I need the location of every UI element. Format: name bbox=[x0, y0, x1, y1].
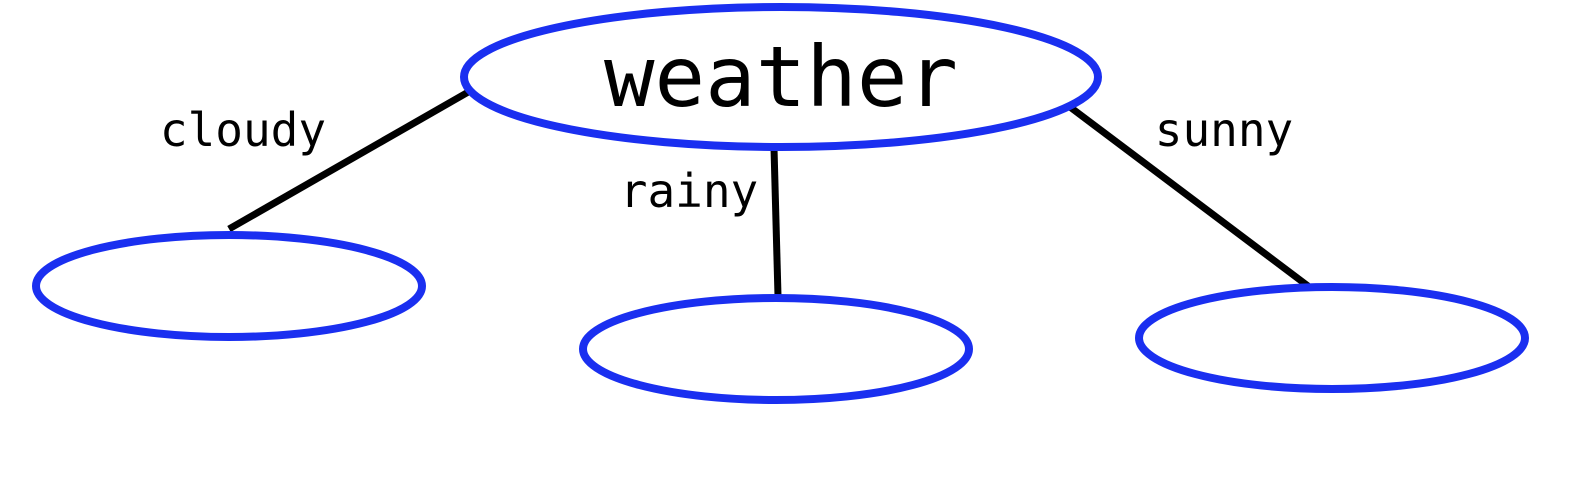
edge-label-cloudy: cloudy bbox=[160, 103, 326, 157]
edge-rainy bbox=[770, 147, 782, 297]
edge-cloudy bbox=[227, 87, 472, 233]
child-node-cloudy bbox=[32, 231, 426, 341]
child-node-rainy bbox=[579, 294, 973, 404]
root-node-label: weather bbox=[604, 28, 958, 126]
edge-label-sunny: sunny bbox=[1155, 103, 1293, 157]
root-node bbox=[460, 3, 1102, 151]
edge-label-rainy: rainy bbox=[620, 164, 758, 218]
edge-sunny bbox=[1067, 104, 1311, 289]
child-node-sunny bbox=[1135, 283, 1529, 393]
